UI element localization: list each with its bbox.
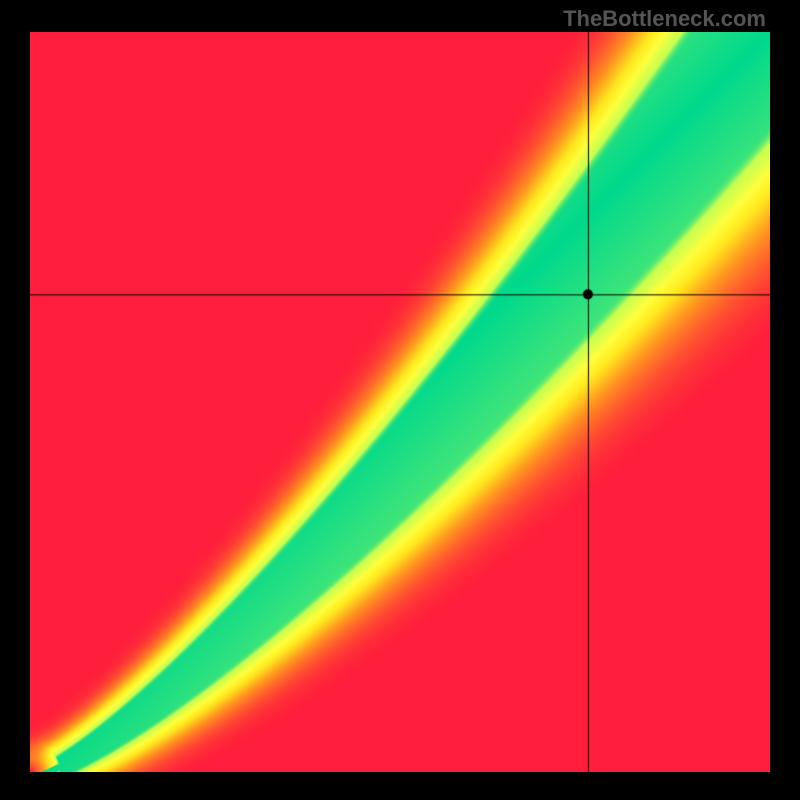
- chart-container: TheBottleneck.com: [0, 0, 800, 800]
- watermark: TheBottleneck.com: [563, 6, 766, 32]
- bottleneck-heatmap: [30, 32, 770, 772]
